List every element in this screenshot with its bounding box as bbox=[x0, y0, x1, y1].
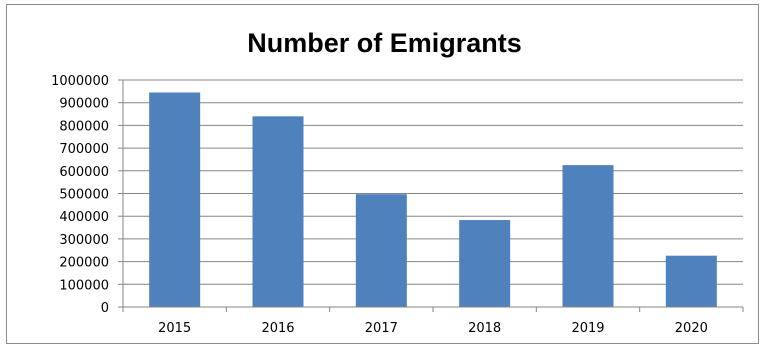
y-tick-label-500000: 500000 bbox=[59, 188, 109, 203]
bars bbox=[149, 92, 717, 307]
axes bbox=[118, 79, 744, 312]
y-tick-label-0: 0 bbox=[101, 301, 109, 316]
y-tick-label-400000: 400000 bbox=[59, 210, 109, 225]
y-tick-label-100000: 100000 bbox=[59, 278, 109, 293]
bar-2019 bbox=[562, 165, 614, 307]
gridlines bbox=[123, 79, 743, 285]
y-tick-label-200000: 200000 bbox=[59, 256, 109, 271]
x-tick-label-2019: 2019 bbox=[571, 321, 604, 336]
bar-2017 bbox=[355, 194, 407, 307]
x-tick-label-2016: 2016 bbox=[261, 321, 294, 336]
bar-2020 bbox=[665, 255, 717, 307]
y-tick-label-300000: 300000 bbox=[59, 233, 109, 248]
x-tick-label-2020: 2020 bbox=[675, 321, 708, 336]
bar-2018 bbox=[459, 220, 511, 307]
y-tick-label-600000: 600000 bbox=[59, 165, 109, 180]
x-tick-label-2018: 2018 bbox=[468, 321, 501, 336]
y-tick-label-900000: 900000 bbox=[59, 97, 109, 112]
bar-2016 bbox=[252, 116, 304, 307]
chart-title: Number of Emigrants bbox=[247, 28, 522, 58]
bar-2015 bbox=[149, 92, 201, 307]
y-tick-label-1000000: 1000000 bbox=[51, 74, 109, 89]
y-tick-label-800000: 800000 bbox=[59, 119, 109, 134]
y-tick-labels: 0 100000 200000 300000 400000 500000 600000 700… bbox=[51, 74, 109, 316]
x-tick-label-2017: 2017 bbox=[365, 321, 398, 336]
y-tick-label-700000: 700000 bbox=[59, 142, 109, 157]
x-tick-label-2015: 2015 bbox=[158, 321, 191, 336]
x-tick-labels: 2015 2016 2017 2018 2019 2020 bbox=[158, 321, 708, 336]
